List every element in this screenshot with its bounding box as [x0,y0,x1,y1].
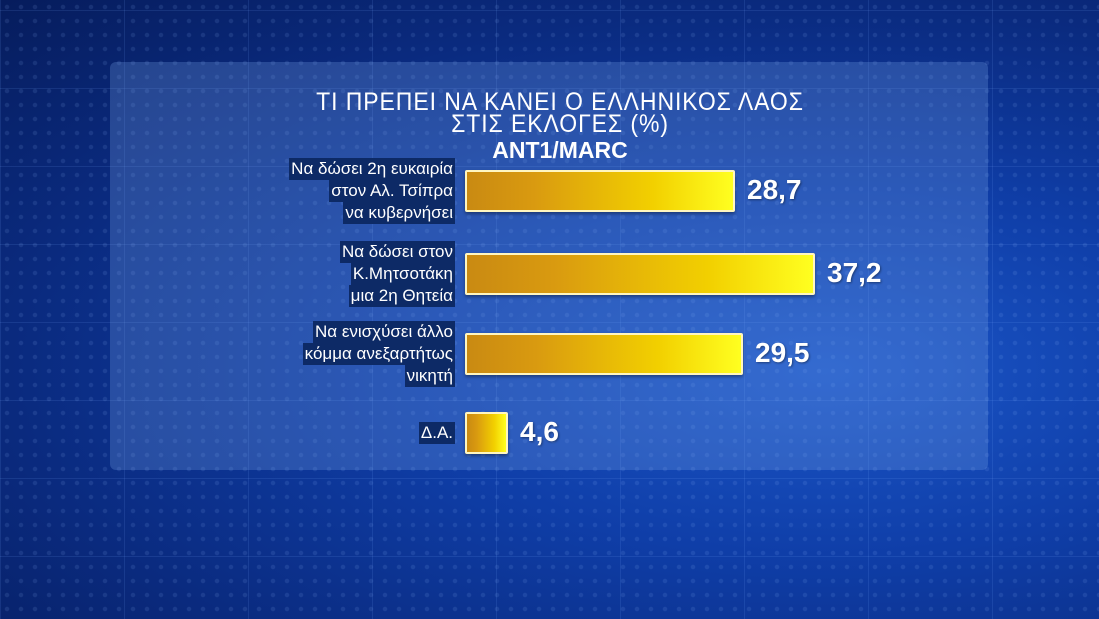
category-label-line: στον Αλ. Τσίπρα [329,180,455,202]
chart-title-line2: ΣΤΙΣ ΕΚΛΟΓΕΣ (%) [451,110,669,138]
bar [465,253,815,295]
value-label: 29,5 [755,337,810,368]
bar [465,333,743,375]
category-label-line: Κ.Μητσοτάκη [350,263,455,285]
category-label: Να ενισχύσει άλλο κόμμα ανεξαρτήτως νικητή [302,321,455,387]
bar [465,412,508,454]
category-label-line: να κυβερνήσει [343,202,455,224]
chart-source: ANT1/MARC [492,137,628,163]
category-label: Να δώσει 2η ευκαιρία στον Αλ. Τσίπρα να κυ… [289,158,455,224]
category-label-line: μια 2η Θητεία [348,285,455,307]
value-label: 37,2 [827,257,882,288]
chart-title: ΤΙ ΠΡΕΠΕΙ ΝΑ ΚΑΝΕΙ Ο ΕΛΛΗΝΙΚΟΣ ΛΑΟΣ [316,88,804,116]
category-label: Να δώσει στον Κ.Μητσοτάκη μια 2η Θητεία [339,241,455,307]
category-label-line: Να ενισχύσει άλλο [313,321,455,343]
value-label: 28,7 [747,174,802,205]
category-label-line: Να δώσει στον [339,241,455,263]
category-label: Δ.Α. [418,422,455,444]
category-label-line: κόμμα ανεξαρτήτως [302,343,455,365]
category-label-line: νικητή [404,365,455,387]
category-label-line: Δ.Α. [418,422,455,444]
category-label-line: Να δώσει 2η ευκαιρία [289,158,455,180]
bar [465,170,735,212]
value-label: 4,6 [520,416,559,447]
